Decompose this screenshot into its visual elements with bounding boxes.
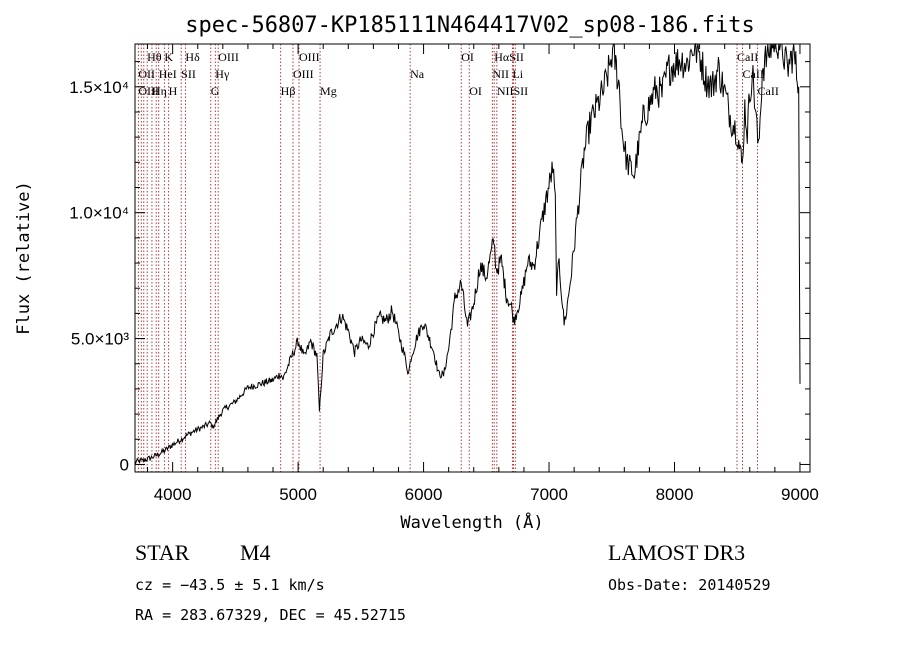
x-tick-label: 6000: [405, 485, 443, 504]
y-tick-label: 1.5×10⁴: [69, 78, 129, 97]
spectral-line-label: HαSII: [494, 50, 524, 64]
x-tick-label: 8000: [656, 485, 694, 504]
spectral-line-label: G: [211, 84, 220, 98]
spectral-line-label: OIII: [218, 50, 239, 64]
spectral-line-label: OI: [469, 84, 482, 98]
spectral-line-label: Na: [410, 67, 425, 81]
survey-name: LAMOST DR3: [608, 540, 745, 565]
plot-frame: [134, 43, 811, 473]
spectral-line-label: OIII: [293, 67, 314, 81]
y-tick-label: 1.0×10⁴: [69, 204, 129, 223]
spectral-line-label: Li: [512, 67, 523, 81]
x-tick-label: 9000: [781, 485, 819, 504]
spectral-line-label: NII: [492, 67, 509, 81]
spectral-line-label: K: [164, 50, 173, 64]
y-axis-ticks: 0 5.0×10³ 1.0×10⁴ 1.5×10⁴: [69, 61, 810, 474]
spectral-line-label: Hδ: [185, 50, 200, 64]
spectral-line-label: HeI: [159, 67, 177, 81]
x-tick-label: 5000: [279, 485, 317, 504]
spectral-line-label: Hβ: [281, 84, 296, 98]
velocity-readout: cz = −43.5 ± 5.1 km/s: [135, 576, 325, 594]
spectral-line-label: Hγ: [215, 67, 230, 81]
chart-title: spec-56807-KP185111N464417V02_sp08-186.f…: [185, 13, 755, 38]
y-axis-label: Flux (relative): [14, 181, 34, 335]
y-tick-label: 0: [120, 455, 129, 474]
spectral-line-label: OII: [138, 67, 155, 81]
object-class: STAR: [135, 540, 190, 565]
spectral-line-label: Hη: [152, 84, 167, 98]
spectral-line-markers: [137, 44, 759, 472]
x-axis-ticks: 4000 5000 6000 7000 8000 9000: [147, 44, 819, 504]
spectral-line-label: OIII: [299, 50, 320, 64]
y-tick-label: 5.0×10³: [71, 330, 129, 349]
spectral-line-label: NIISII: [497, 84, 528, 98]
coordinates-readout: RA = 283.67329, DEC = 45.52715: [135, 606, 406, 624]
spectral-line-label: SII: [181, 67, 196, 81]
spectral-line-label: OIII: [138, 84, 159, 98]
spectral-line-label: H: [169, 84, 178, 98]
spectral-line-label: CaII: [758, 84, 779, 98]
observation-date: Obs-Date: 20140529: [608, 576, 771, 594]
x-axis-label: Wavelength (Å): [400, 511, 543, 533]
spectral-line-label: Mg: [320, 84, 337, 98]
spectral-line-label: CaII: [737, 50, 758, 64]
object-subclass: M4: [240, 540, 271, 565]
spectral-line-label: Hθ: [147, 50, 162, 64]
spectral-line-label: OI: [461, 50, 474, 64]
spectrum-line: [134, 42, 801, 465]
x-tick-label: 7000: [530, 485, 568, 504]
x-tick-label: 4000: [154, 485, 192, 504]
spectral-line-labels: Hθ K Hδ OIII OIII OI HαSII CaII OII HeI SII Hγ OIII N…: [138, 50, 778, 98]
